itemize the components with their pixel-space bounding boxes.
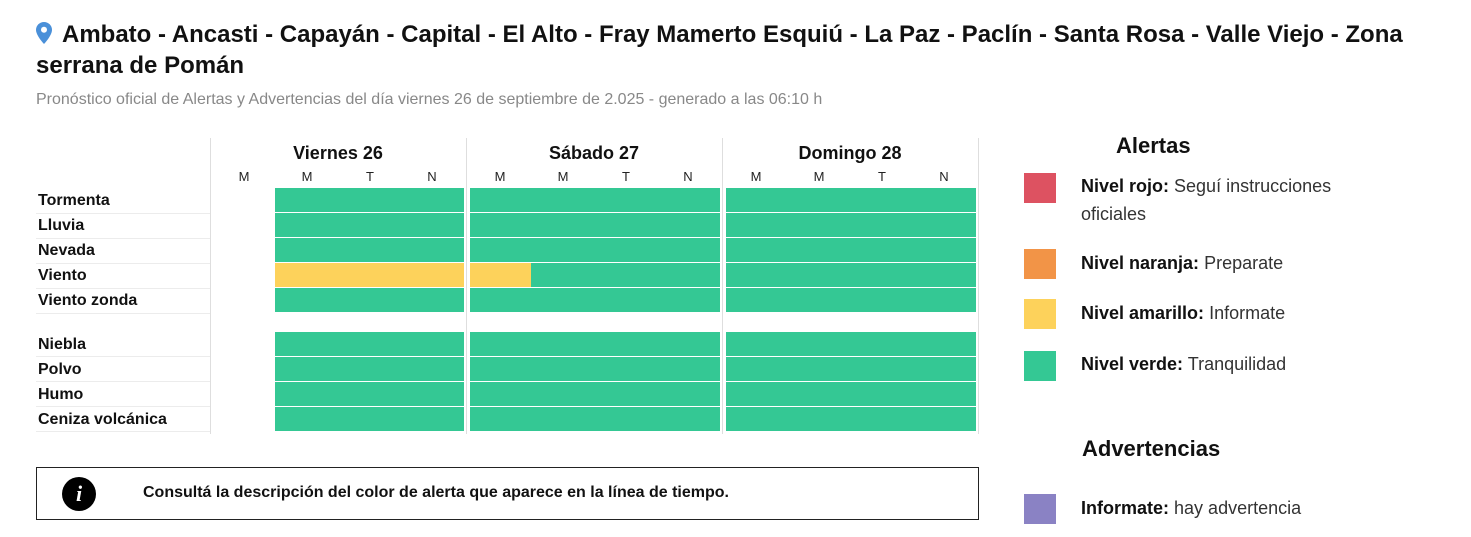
- timeline-cell-verde: [726, 263, 976, 287]
- timeline-cell-verde: [470, 188, 720, 212]
- legend-desc: hay advertencia: [1174, 498, 1302, 518]
- period-label: N: [683, 169, 693, 184]
- timeline-cell-verde: [470, 332, 720, 356]
- row-divider: [36, 238, 210, 239]
- row-divider: [36, 313, 210, 314]
- legend-item-rojo: Nivel rojo: Seguí instrucciones oficiale…: [1081, 172, 1341, 228]
- legend-name: Informate:: [1081, 498, 1170, 518]
- row-divider: [36, 431, 210, 432]
- timeline-cell-verde: [726, 382, 976, 406]
- period-label: T: [622, 169, 630, 184]
- row-label-tormenta: Tormenta: [38, 192, 110, 209]
- timeline-cell-verde: [275, 188, 464, 212]
- row-label-polvo: Polvo: [38, 361, 82, 378]
- legend-name: Nivel rojo:: [1081, 176, 1170, 196]
- timeline-cell-verde: [726, 288, 976, 312]
- grid-separator: [722, 138, 723, 434]
- day-header-viernes: Viernes 26: [293, 143, 383, 163]
- timeline-cell-verde: [726, 332, 976, 356]
- row-divider: [36, 406, 210, 407]
- timeline-cell-verde: [275, 357, 464, 381]
- grid-separator: [978, 138, 979, 434]
- info-box: i Consultá la descripción del color de a…: [36, 467, 979, 520]
- legend-name: Nivel amarillo:: [1081, 303, 1205, 323]
- swatch-verde: [1024, 351, 1056, 381]
- row-divider: [36, 356, 210, 357]
- legend-desc: Tranquilidad: [1187, 354, 1287, 374]
- legend-item-advertencia: Informate: hay advertencia: [1081, 494, 1381, 522]
- period-label: M: [813, 169, 825, 184]
- timeline-cell-verde: [275, 288, 464, 312]
- swatch-amarillo: [1024, 299, 1056, 329]
- period-label: N: [427, 169, 437, 184]
- row-label-niebla: Niebla: [38, 336, 87, 353]
- legend-item-amarillo: Nivel amarillo: Informate: [1081, 299, 1381, 327]
- info-icon: i: [62, 477, 96, 511]
- timeline-cell-verde: [275, 407, 464, 431]
- period-label: T: [366, 169, 374, 184]
- legend-name: Nivel verde:: [1081, 354, 1184, 374]
- timeline-cell-verde: [470, 213, 720, 237]
- legend-item-verde: Nivel verde: Tranquilidad: [1081, 350, 1381, 378]
- row-divider: [36, 288, 210, 289]
- row-label-viento-zonda: Viento zonda: [38, 292, 138, 309]
- timeline-cell-verde: [275, 382, 464, 406]
- info-text: Consultá la descripción del color de ale…: [143, 484, 729, 501]
- timeline-cell-verde: [470, 238, 720, 262]
- grid-separator: [210, 138, 211, 434]
- timeline-cell-verde: [726, 357, 976, 381]
- period-label: T: [878, 169, 886, 184]
- period-label: M: [238, 169, 250, 184]
- period-label: M: [301, 169, 313, 184]
- page-subtitle: Pronóstico oficial de Alertas y Adverten…: [36, 91, 823, 108]
- row-label-lluvia: Lluvia: [38, 217, 85, 234]
- grid-separator: [466, 138, 467, 434]
- timeline-cell-verde: [726, 213, 976, 237]
- period-label: M: [494, 169, 506, 184]
- day-header-sabado: Sábado 27: [548, 143, 640, 163]
- period-label: M: [750, 169, 762, 184]
- period-label: N: [939, 169, 949, 184]
- page-title: Ambato - Ancasti - Capayán - Capital - E…: [36, 20, 1456, 80]
- timeline-cell-verde: [470, 288, 720, 312]
- swatch-naranja: [1024, 249, 1056, 279]
- legend-advertencias-title: Advertencias: [1082, 436, 1221, 461]
- timeline-cell-verde: [275, 213, 464, 237]
- legend-name: Nivel naranja:: [1081, 253, 1200, 273]
- period-label: M: [557, 169, 569, 184]
- row-divider: [36, 213, 210, 214]
- timeline-cell-verde: [726, 407, 976, 431]
- timeline-cell-verde: [275, 332, 464, 356]
- legend-desc: Seguí instrucciones oficiales: [1081, 176, 1332, 224]
- page-title-text: Ambato - Ancasti - Capayán - Capital - E…: [36, 21, 1403, 79]
- timeline-cell-verde: [726, 188, 976, 212]
- day-header-domingo: Domingo 28: [798, 143, 902, 163]
- row-divider: [36, 381, 210, 382]
- legend-item-naranja: Nivel naranja: Preparate: [1081, 249, 1381, 277]
- map-pin-icon: [36, 22, 52, 51]
- legend-desc: Preparate: [1204, 253, 1284, 273]
- swatch-rojo: [1024, 173, 1056, 203]
- timeline-cell-verde: [470, 357, 720, 381]
- row-label-nevada: Nevada: [38, 242, 95, 259]
- legend-alertas-title: Alertas: [1116, 133, 1191, 158]
- row-divider: [36, 263, 210, 264]
- row-label-humo: Humo: [38, 386, 84, 403]
- timeline-cell-amarillo: [275, 263, 464, 287]
- timeline-cell-verde: [470, 382, 720, 406]
- timeline-cell-amarillo: [470, 263, 531, 287]
- legend-desc: Informate: [1209, 303, 1286, 323]
- timeline-cell-verde: [275, 238, 464, 262]
- timeline-cell-verde: [726, 238, 976, 262]
- row-label-viento: Viento: [38, 267, 87, 284]
- timeline-cell-verde: [470, 407, 720, 431]
- swatch-advertencia: [1024, 494, 1056, 524]
- row-label-ceniza-volcanica: Ceniza volcánica: [38, 411, 167, 428]
- timeline-cell-verde: [531, 263, 720, 287]
